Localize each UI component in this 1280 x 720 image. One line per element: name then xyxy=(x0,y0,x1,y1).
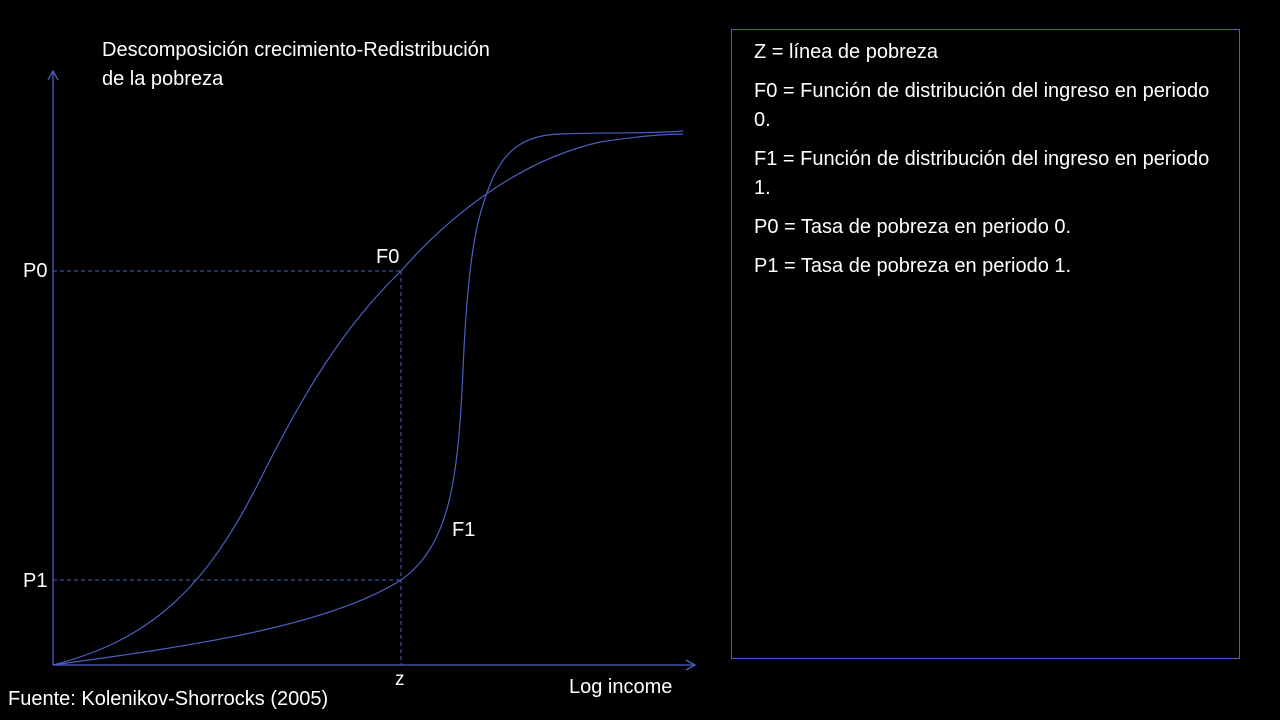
legend-item-f0: F0 = Función de distribución del ingreso… xyxy=(754,80,1210,131)
x-axis-arrowhead xyxy=(685,659,697,671)
x-axis-label: Log income xyxy=(569,676,673,698)
y-axis-arrowhead xyxy=(47,69,59,81)
f1-label: F1 xyxy=(452,519,476,541)
legend-box: Z = línea de pobreza F0 = Función de dis… xyxy=(731,29,1240,659)
legend-item-f1: F1 = Función de distribución del ingreso… xyxy=(754,148,1210,199)
title-line-1: Descomposición crecimiento-Redistribució… xyxy=(102,39,490,61)
title-line-2: de la pobreza xyxy=(102,68,224,90)
z-label: z xyxy=(395,669,405,690)
f0-label: F0 xyxy=(376,246,400,268)
f1-curve xyxy=(52,130,684,666)
legend-list: Z = línea de pobreza F0 = Función de dis… xyxy=(754,38,1224,291)
source-citation: Fuente: Kolenikov-Shorrocks (2005) xyxy=(8,688,329,710)
f0-curve xyxy=(52,133,684,666)
legend-item-p0: P0 = Tasa de pobreza en periodo 0. xyxy=(754,216,1072,238)
legend-item-z: Z = línea de pobreza xyxy=(754,41,939,63)
p0-label: P0 xyxy=(23,260,48,282)
diagram-title: Descomposición crecimiento-Redistribució… xyxy=(102,36,562,94)
legend-item-p1: P1 = Tasa de pobreza en periodo 1. xyxy=(754,255,1072,277)
p1-label: P1 xyxy=(23,570,48,592)
